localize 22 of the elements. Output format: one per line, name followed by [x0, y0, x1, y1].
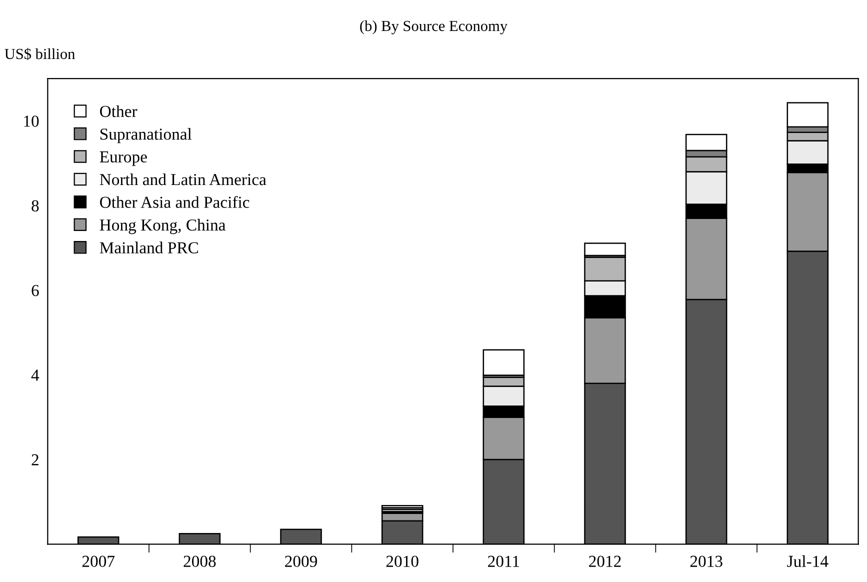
x-tick-label: 2012 — [589, 556, 621, 568]
y-tick-label: 8 — [32, 200, 39, 212]
legend-label: Mainland PRC — [100, 242, 198, 254]
legend-label: Other Asia and Pacific — [100, 196, 250, 208]
y-tick-label: 6 — [32, 284, 39, 296]
x-tick-label: 2009 — [285, 556, 317, 568]
x-tick-label: 2008 — [184, 556, 216, 568]
x-tick-label: Jul-14 — [787, 555, 828, 568]
legend-label: Hong Kong, China — [100, 218, 226, 234]
chart-title: (b) By Source Economy — [360, 20, 508, 34]
legend-label: North and Latin America — [100, 173, 266, 186]
x-tick-label: 2013 — [690, 556, 722, 568]
x-tick-label: 2010 — [386, 556, 418, 568]
legend-label: Other — [100, 105, 138, 118]
y-tick-label: 4 — [31, 370, 40, 381]
legend-label: Supranational — [100, 128, 192, 144]
legend-label: Europe — [100, 151, 147, 166]
y-tick-label: 2 — [32, 454, 38, 466]
y-tick-label: 10 — [24, 116, 39, 127]
y-axis-title: US$ billion — [4, 48, 75, 60]
x-tick-label: 2007 — [82, 556, 115, 568]
x-tick-label: 2011 — [488, 556, 520, 568]
